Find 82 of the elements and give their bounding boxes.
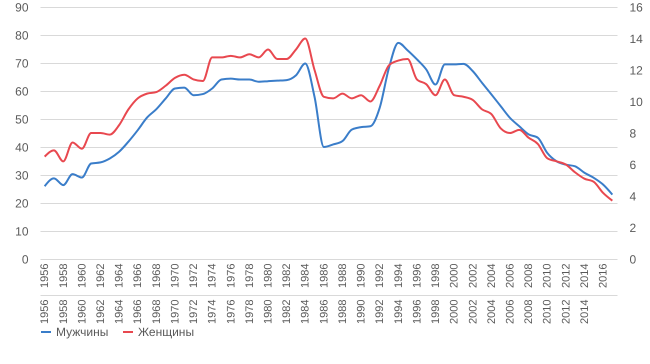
x2-tick-label: 1964 [114, 300, 126, 324]
x2-tick-label: 2014 [578, 300, 591, 324]
x2-tick-label: 1966 [132, 300, 144, 324]
x-tick-label: 1976 [225, 264, 238, 288]
x-tick-label: 2010 [542, 264, 554, 288]
x-tick-label: 1992 [374, 264, 386, 288]
y-tick-label: 20 [15, 196, 29, 210]
legend-label: Женщины [138, 325, 194, 339]
y2-tick-label: 14 [630, 32, 644, 46]
x-tick-label: 1958 [58, 264, 70, 288]
x2-tick-label: 1958 [58, 300, 70, 324]
x2-tick-label: 1996 [411, 300, 424, 324]
y-tick-label: 60 [15, 84, 29, 98]
x2-tick-label: 2004 [486, 300, 498, 324]
x-tick-label: 1984 [300, 264, 312, 288]
x2-tick-label: 1976 [225, 300, 238, 324]
y2-tick-label: 16 [630, 0, 644, 14]
legend-label: Мужчины [56, 325, 108, 339]
y2-tick-label: 4 [630, 190, 636, 204]
y-tick-label: 50 [15, 112, 29, 126]
y2-tick-label: 0 [630, 252, 636, 266]
x2-tick-label: 1956 [39, 300, 52, 324]
x2-tick-label: 1974 [206, 300, 219, 324]
x-tick-label: 1986 [318, 264, 330, 288]
x2-tick-label: 1968 [150, 300, 163, 324]
y2-tick-label: 8 [630, 126, 636, 140]
x-tick-label: 1978 [244, 264, 256, 288]
y-tick-label: 40 [15, 140, 29, 154]
x-tick-label: 1960 [76, 264, 88, 288]
x-tick-label: 1966 [132, 264, 144, 288]
y-tick-label: 80 [15, 28, 29, 42]
x-tick-label: 2014 [578, 264, 591, 288]
x-tick-label: 2008 [523, 264, 536, 288]
x2-tick-label: 1980 [262, 300, 275, 324]
x2-tick-label: 1992 [374, 300, 386, 324]
x-tick-label: 2012 [560, 264, 572, 288]
x-tick-label: 1974 [206, 264, 219, 288]
y2-tick-label: 6 [630, 158, 636, 172]
x2-tick-label: 1988 [336, 300, 349, 324]
x-tick-label: 2006 [504, 264, 516, 288]
x-tick-label: 1970 [169, 264, 182, 288]
y2-tick-label: 12 [630, 64, 644, 78]
x-tick-label: 1998 [430, 264, 442, 288]
y-tick-label: 30 [15, 168, 29, 182]
x-tick-label: 1996 [411, 264, 424, 288]
x2-tick-label: 1986 [318, 300, 330, 324]
x2-tick-label: 1972 [188, 300, 200, 324]
x-tick-label: 1956 [39, 264, 52, 288]
x-tick-label: 1972 [188, 264, 200, 288]
x2-tick-label: 2012 [560, 300, 572, 324]
x2-tick-label: 1990 [356, 300, 368, 324]
x-tick-label: 1964 [114, 264, 126, 288]
x2-tick-label: 1978 [244, 300, 256, 324]
x2-tick-label: 1998 [430, 300, 442, 324]
y-tick-label: 90 [15, 0, 29, 14]
y-tick-label: 70 [15, 56, 29, 70]
x2-tick-label: 2010 [542, 300, 554, 324]
x2-tick-label: 2006 [504, 300, 516, 324]
x-tick-label: 1982 [281, 264, 294, 288]
x-tick-label: 1962 [94, 264, 107, 288]
x-tick-label: 2016 [598, 264, 610, 288]
y2-tick-label: 2 [630, 221, 636, 235]
y-tick-label: 0 [22, 252, 29, 266]
x-tick-label: 2002 [467, 264, 480, 288]
x-tick-label: 1968 [150, 264, 163, 288]
x2-tick-label: 1960 [76, 300, 88, 324]
x-tick-label: 1988 [336, 264, 349, 288]
x2-tick-label: 1984 [300, 300, 312, 324]
y2-tick-label: 10 [630, 95, 644, 109]
x-tick-label: 1990 [356, 264, 368, 288]
x2-tick-label: 2002 [467, 300, 480, 324]
x2-tick-label: 1982 [281, 300, 294, 324]
x2-tick-label: 2000 [448, 300, 461, 324]
x-tick-label: 1980 [262, 264, 275, 288]
x2-tick-label: 2008 [523, 300, 536, 324]
x2-tick-label: 1994 [392, 300, 405, 324]
x2-tick-label: 1970 [169, 300, 182, 324]
x-tick-label: 2000 [448, 264, 461, 288]
x-tick-label: 2004 [486, 264, 498, 288]
y-tick-label: 10 [15, 224, 29, 238]
x2-tick-label: 1962 [94, 300, 107, 324]
x-tick-label: 1994 [392, 264, 405, 288]
